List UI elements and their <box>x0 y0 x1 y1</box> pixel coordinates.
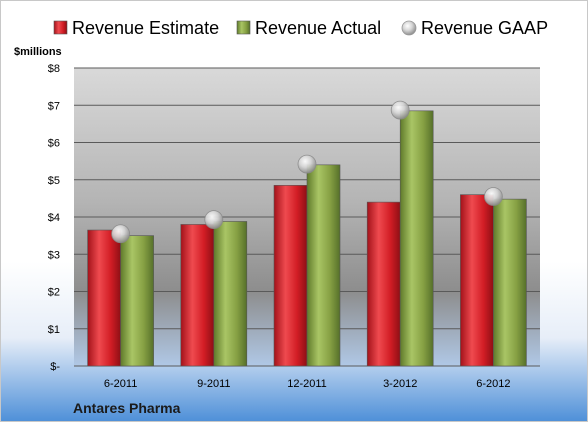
y-tick-label: $- <box>50 361 60 373</box>
legend-swatch-revenue-actual <box>236 20 251 35</box>
revenue-estimate-bar <box>180 224 215 367</box>
gaap-markers <box>111 100 503 244</box>
revenue-estimate-bar <box>273 185 308 367</box>
y-tick-label: $3 <box>48 249 60 261</box>
revenue-actual-bar <box>213 221 248 367</box>
gaap-marker <box>111 224 130 244</box>
legend-label: Revenue Estimate <box>72 18 219 38</box>
y-axis-ticks: $- $1 $2 $3 $4 $5 $6 $7 $8 <box>48 63 61 373</box>
x-tick-label: 3-2012 <box>383 378 417 390</box>
y-axis-label: $millions <box>14 46 62 58</box>
gaap-marker <box>390 100 410 120</box>
y-tick-label: $6 <box>48 138 60 150</box>
revenue-actual-bar <box>399 110 434 367</box>
y-tick-label: $5 <box>48 175 60 187</box>
y-tick-label: $2 <box>48 287 60 299</box>
revenue-estimate-bar <box>87 229 121 367</box>
bars <box>87 110 527 367</box>
x-tick-label: 6-2011 <box>104 378 137 390</box>
revenue-actual-bar <box>120 235 154 367</box>
gaap-marker <box>204 210 224 230</box>
gaap-marker <box>483 187 503 206</box>
legend-label: Revenue Actual <box>255 18 381 38</box>
legend-swatch-revenue-estimate <box>53 20 68 35</box>
company-name: Antares Pharma <box>73 400 181 416</box>
x-axis-ticks: 6-2011 9-2011 12-2011 3-2012 6-2012 <box>104 378 511 390</box>
revenue-actual-bar <box>306 164 341 367</box>
legend-label: Revenue GAAP <box>421 18 548 38</box>
x-tick-label: 6-2012 <box>476 378 510 390</box>
revenue-estimate-bar <box>366 201 401 367</box>
legend: Revenue Estimate Revenue Actual Revenue GA… <box>53 18 548 38</box>
y-tick-label: $7 <box>48 100 60 112</box>
revenue-actual-bar <box>493 198 527 367</box>
x-tick-label: 12-2011 <box>287 378 327 390</box>
gaap-marker <box>297 154 317 174</box>
revenue-estimate-bar <box>460 194 494 367</box>
legend-swatch-gaap <box>401 20 417 36</box>
y-tick-label: $8 <box>48 63 60 75</box>
y-tick-label: $1 <box>48 324 60 336</box>
y-tick-label: $4 <box>48 212 60 224</box>
x-tick-label: 9-2011 <box>197 378 230 390</box>
